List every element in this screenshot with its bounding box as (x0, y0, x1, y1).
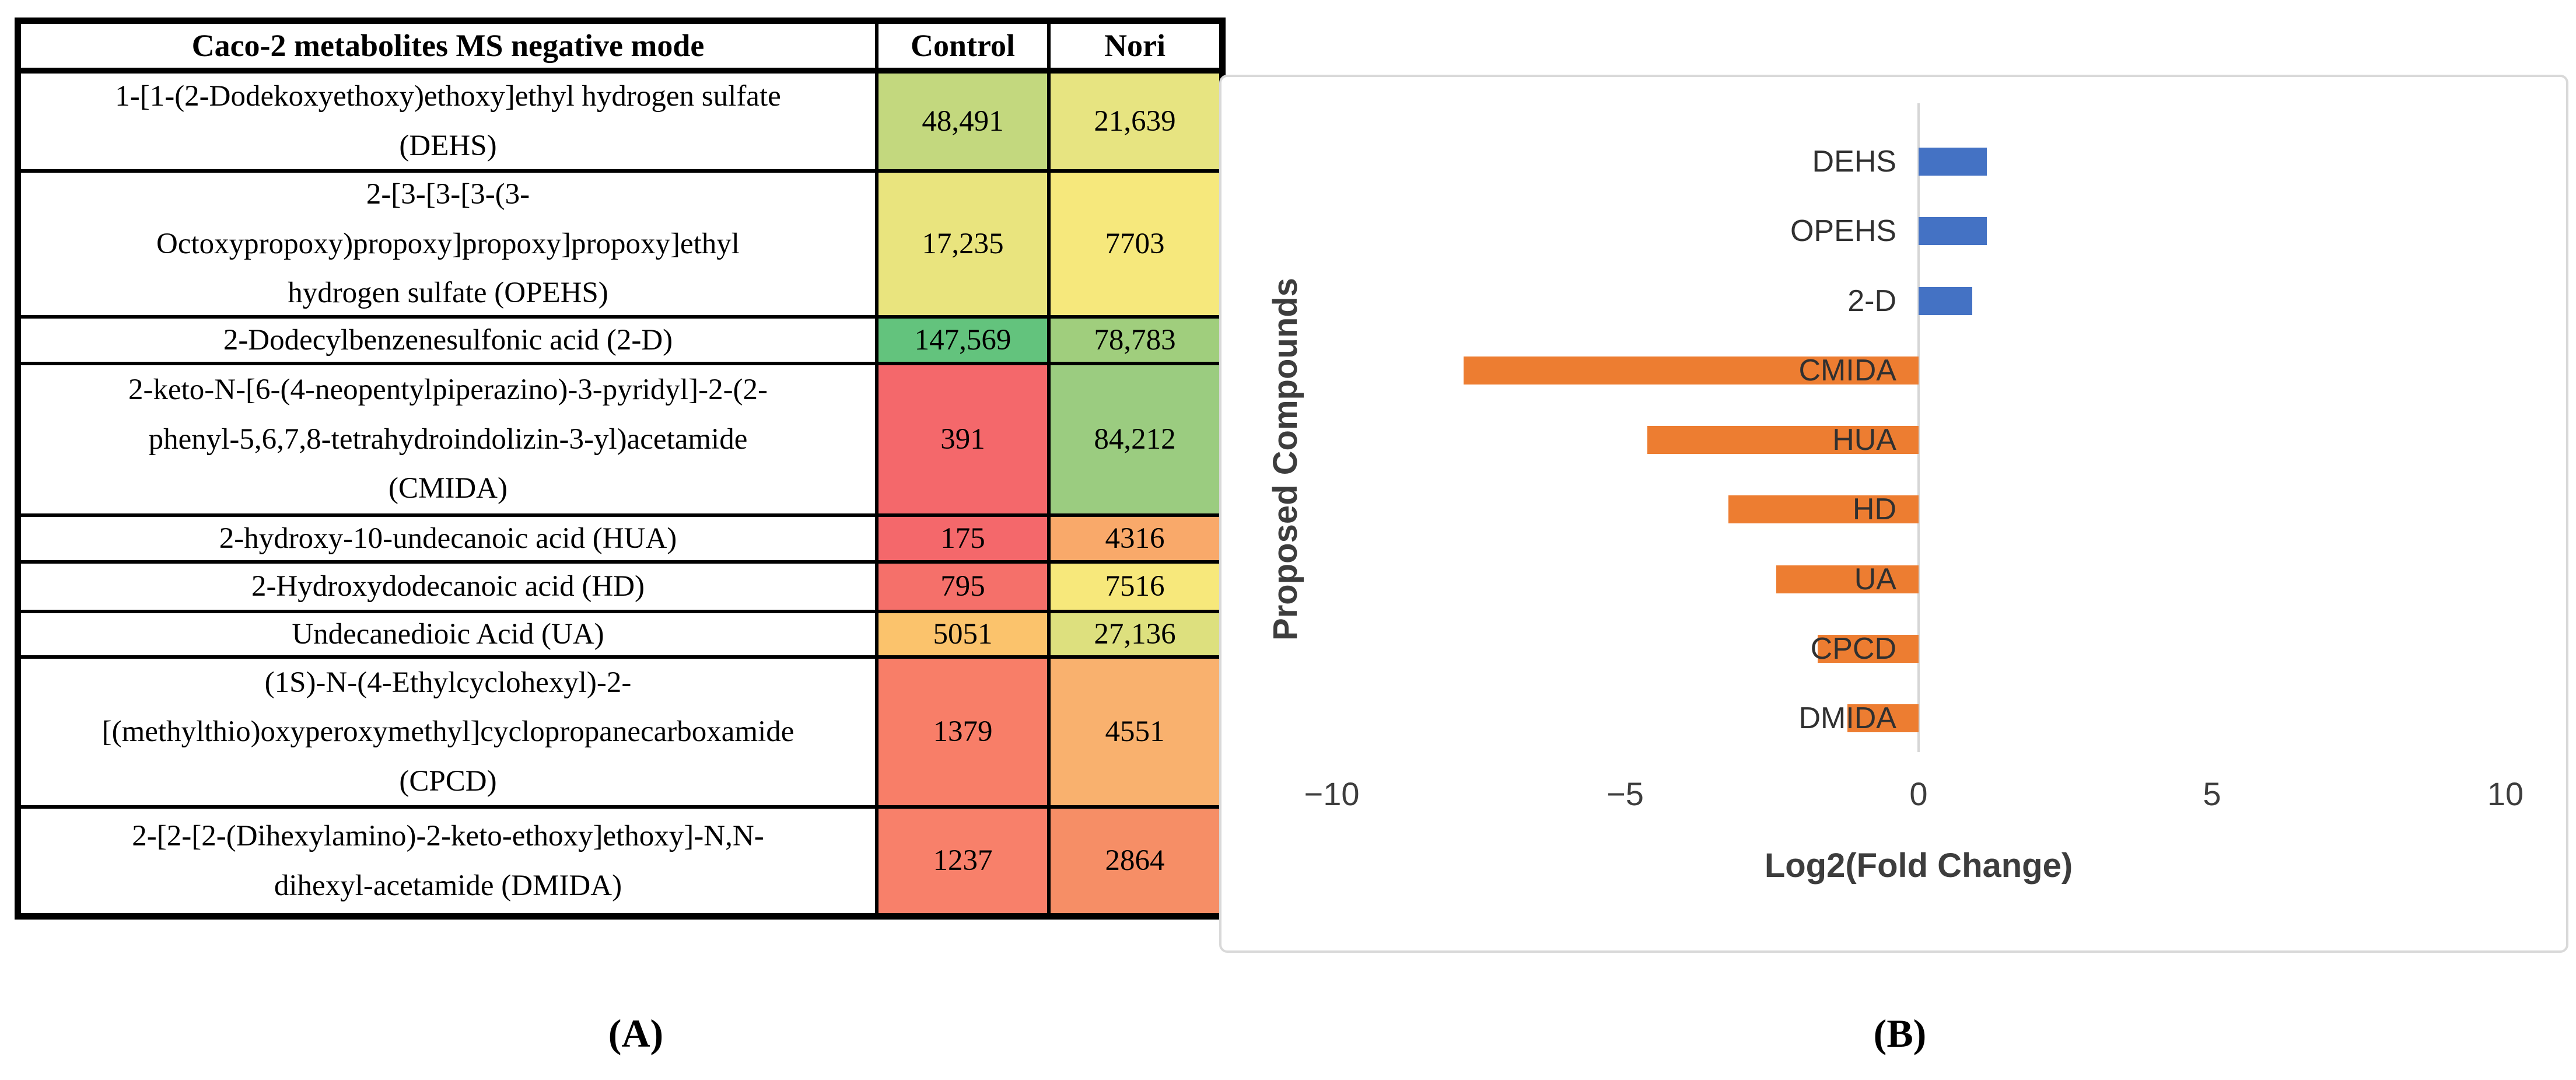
control-value-cell: 48,491 (877, 72, 1049, 171)
compound-name-cell: 2-[2-[2-(Dihexylamino)-2-keto-ethoxy]eth… (19, 807, 877, 915)
category-label-opehs: OPEHS (1790, 214, 1896, 249)
control-value-cell: 175 (877, 515, 1049, 562)
control-value-cell: 5051 (877, 611, 1049, 657)
compound-name-cell: 1-[1-(2-Dodekoxyethoxy)ethoxy]ethyl hydr… (19, 72, 877, 171)
category-label-hd: HD (1852, 492, 1896, 527)
bar-hua (1647, 426, 1919, 454)
compound-name-cell: 2-keto-N-[6-(4-neopentylpiperazino)-3-py… (19, 364, 877, 515)
x-tick-0: 0 (1909, 775, 1928, 812)
category-label-cmida: CMIDA (1798, 353, 1896, 387)
bar-cpcd (1817, 634, 1919, 663)
bar-hd (1728, 495, 1919, 524)
category-label-2-d: 2-D (1847, 284, 1896, 318)
compound-name-cell: 2-hydroxy-10-undecanoic acid (HUA) (19, 515, 877, 562)
x-tick-5: 5 (2203, 775, 2221, 812)
bar-dehs (1919, 148, 1987, 176)
nori-value-cell: 84,212 (1049, 364, 1221, 515)
panel-a-caption: (A) (608, 1011, 664, 1055)
zero-axis-line (1917, 103, 1920, 752)
control-value-cell: 391 (877, 364, 1049, 515)
table-header-nori: Nori (1049, 22, 1221, 72)
compound-name-cell: 2-[3-[3-[3-(3- Octoxypropoxy)propoxy]prop… (19, 171, 877, 317)
compound-name-cell: Undecanedioic Acid (UA) (19, 611, 877, 657)
table-header-compound: Caco-2 metabolites MS negative mode (19, 22, 877, 72)
bar-opehs (1919, 217, 1987, 246)
control-value-cell: 147,569 (877, 317, 1049, 364)
nori-value-cell: 4316 (1049, 515, 1221, 562)
x-axis-title: Log2(Fold Change) (1764, 847, 2073, 885)
x-tick-10: 10 (2487, 775, 2524, 812)
control-value-cell: 1379 (877, 657, 1049, 807)
compound-name-cell: (1S)-N-(4-Ethylcyclohexyl)-2- [(methylthi… (19, 657, 877, 807)
bar-dmida (1847, 704, 1919, 732)
nori-value-cell: 7516 (1049, 562, 1221, 611)
fold-change-chart: DEHS OPEHS 2-D CMIDA HUA HD UA CPCD DMIDA −10 −5 0 5… (1219, 75, 2568, 953)
nori-value-cell: 78,783 (1049, 317, 1221, 364)
control-value-cell: 795 (877, 562, 1049, 611)
category-label-cpcd: CPCD (1810, 631, 1896, 666)
compound-name-cell: 2-Dodecylbenzenesulfonic acid (2-D) (19, 317, 877, 364)
nori-value-cell: 21,639 (1049, 72, 1221, 171)
x-tick--5: −5 (1606, 775, 1644, 812)
category-label-ua: UA (1854, 562, 1896, 596)
category-label-dehs: DEHS (1812, 145, 1896, 179)
category-label-dmida: DMIDA (1798, 701, 1896, 735)
bar-ua (1776, 565, 1919, 593)
control-value-cell: 17,235 (877, 171, 1049, 317)
compound-name-cell: 2-Hydroxydodecanoic acid (HD) (19, 562, 877, 611)
nori-value-cell: 2864 (1049, 807, 1221, 915)
bar-2-d (1919, 286, 1972, 315)
nori-value-cell: 7703 (1049, 171, 1221, 317)
category-label-hua: HUA (1832, 423, 1896, 457)
nori-value-cell: 27,136 (1049, 611, 1221, 657)
panel-b-caption: (B) (1873, 1011, 1927, 1055)
control-value-cell: 1237 (877, 807, 1049, 915)
x-tick--10: −10 (1304, 775, 1360, 812)
table-header-control: Control (877, 22, 1049, 72)
metabolite-heatmap-table: Caco-2 metabolites MS negative mode Cont… (15, 18, 1226, 920)
bar-cmida (1464, 356, 1919, 385)
nori-value-cell: 4551 (1049, 657, 1221, 807)
